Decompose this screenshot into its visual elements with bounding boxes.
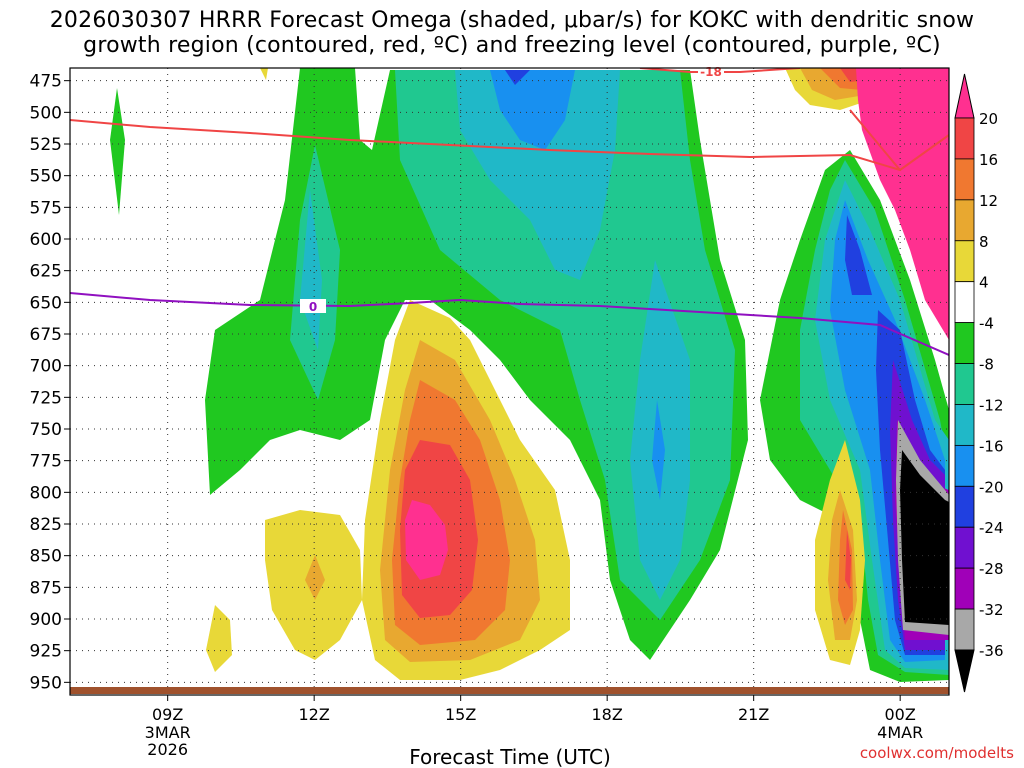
- y-tick-label: 625: [30, 262, 62, 282]
- colorbar-label: 12: [979, 192, 998, 210]
- omega-fill-lightorange-left: [305, 555, 325, 600]
- omega-fill-blue-a: [490, 70, 575, 150]
- omega-fill-cyan-a: [455, 70, 620, 280]
- y-tick-label: 700: [30, 357, 62, 377]
- y-tick-label: 725: [30, 388, 62, 408]
- omega-fill-darkblue-a: [505, 70, 530, 85]
- y-tick-label: 800: [30, 483, 62, 503]
- colorbar-label: -4: [979, 315, 994, 333]
- colorbar-label: -32: [979, 601, 1004, 619]
- omega-fill-yellow-tick: [260, 68, 268, 80]
- terrain-strip: [70, 687, 949, 694]
- y-tick-label: 950: [30, 673, 62, 693]
- colorbar-segment: [954, 444, 975, 487]
- y-tick-label: 850: [30, 547, 62, 567]
- colorbar-segment: [954, 526, 975, 569]
- colorbar-segment: [954, 281, 975, 324]
- y-tick-label: 575: [30, 198, 62, 218]
- colorbar-segment: [954, 117, 975, 160]
- colorbar-label: -12: [979, 396, 1004, 414]
- colorbar-label: -28: [979, 560, 1004, 578]
- y-tick-label: 875: [30, 578, 62, 598]
- colorbar-segment: [954, 158, 975, 201]
- freezing-level-contour: [70, 292, 949, 356]
- colorbar-label: -20: [979, 478, 1004, 496]
- y-tick-label: 650: [30, 293, 62, 313]
- x-tick-label: 18Z: [592, 705, 623, 724]
- omega-fill-blue-c: [652, 400, 665, 500]
- y-tick-label: 925: [30, 642, 62, 662]
- omega-fill-pink-topright: [856, 68, 949, 340]
- y-tick-label: 900: [30, 610, 62, 630]
- x-tick-label: 12Z: [299, 705, 330, 724]
- x-tick-date: 3MAR: [145, 723, 191, 742]
- colorbar-label: 20: [979, 110, 998, 128]
- omega-fill-yellow-small: [206, 605, 232, 672]
- colorbar-segment: [954, 363, 975, 405]
- colorbar-label: -36: [979, 642, 1004, 660]
- colorbar-segment: [954, 608, 975, 651]
- colorbar-label: 16: [979, 151, 998, 169]
- colorbar-bottom-arrow: [954, 649, 975, 693]
- colorbar-segment: [954, 404, 975, 446]
- omega-fill-red-right: [845, 530, 851, 590]
- colorbar-label: -24: [979, 519, 1004, 537]
- omega-fill-darkblue-b: [845, 215, 872, 295]
- x-tick-label: 00Z: [885, 705, 916, 724]
- colorbar: 20 16 12 8 4 -4 -8 -12 -16 -20 -24 -28 -32 -36: [954, 73, 1004, 693]
- dgz-label: -18: [700, 65, 722, 79]
- colorbar-label: 8: [979, 233, 989, 251]
- plot-frame: [69, 67, 950, 696]
- y-tick-label: 825: [30, 515, 62, 535]
- x-tick-date: 4MAR: [877, 723, 923, 742]
- colorbar-label: -8: [979, 356, 994, 374]
- y-axis: 475 500 525 550 575 600 625 650 675 700 725 750 775 8…: [30, 72, 70, 693]
- x-tick-label: 09Z: [152, 705, 183, 724]
- freezing-level-label: 0: [309, 300, 317, 314]
- colorbar-segment: [954, 322, 975, 364]
- colorbar-segment: [954, 199, 975, 242]
- colorbar-label: 4: [979, 274, 989, 292]
- dgz-contour-line: [70, 119, 949, 172]
- y-tick-label: 525: [30, 135, 62, 155]
- y-tick-label: 775: [30, 452, 62, 472]
- x-axis-title: Forecast Time (UTC): [409, 745, 611, 768]
- omega-shading: [110, 68, 949, 682]
- colorbar-label: -16: [979, 437, 1004, 455]
- y-tick-label: 500: [30, 103, 62, 123]
- colorbar-top-arrow: [954, 73, 975, 119]
- colorbar-segment: [954, 240, 975, 283]
- y-tick-label: 600: [30, 230, 62, 250]
- omega-fill-black: [900, 450, 949, 625]
- source-credit: coolwx.com/modelts: [859, 744, 1014, 762]
- x-tick-label: 21Z: [738, 705, 769, 724]
- x-tick-label: 15Z: [445, 705, 476, 724]
- y-tick-label: 550: [30, 167, 62, 187]
- omega-fill-green-small: [110, 88, 125, 215]
- freezing-level-label-bg: [300, 299, 326, 313]
- y-tick-label: 475: [30, 72, 62, 92]
- chart-title: 2026030307 HRRR Forecast Omega (shaded, …: [49, 8, 975, 33]
- colorbar-segment: [954, 567, 975, 610]
- chart-subtitle: growth region (contoured, red, ºC) and f…: [83, 33, 941, 58]
- omega-fill-pink-main: [405, 500, 448, 580]
- y-tick-label: 750: [30, 420, 62, 440]
- y-tick-label: 675: [30, 325, 62, 345]
- x-tick-year: 2026: [147, 740, 188, 759]
- grid: [70, 68, 949, 695]
- colorbar-segment: [954, 485, 975, 528]
